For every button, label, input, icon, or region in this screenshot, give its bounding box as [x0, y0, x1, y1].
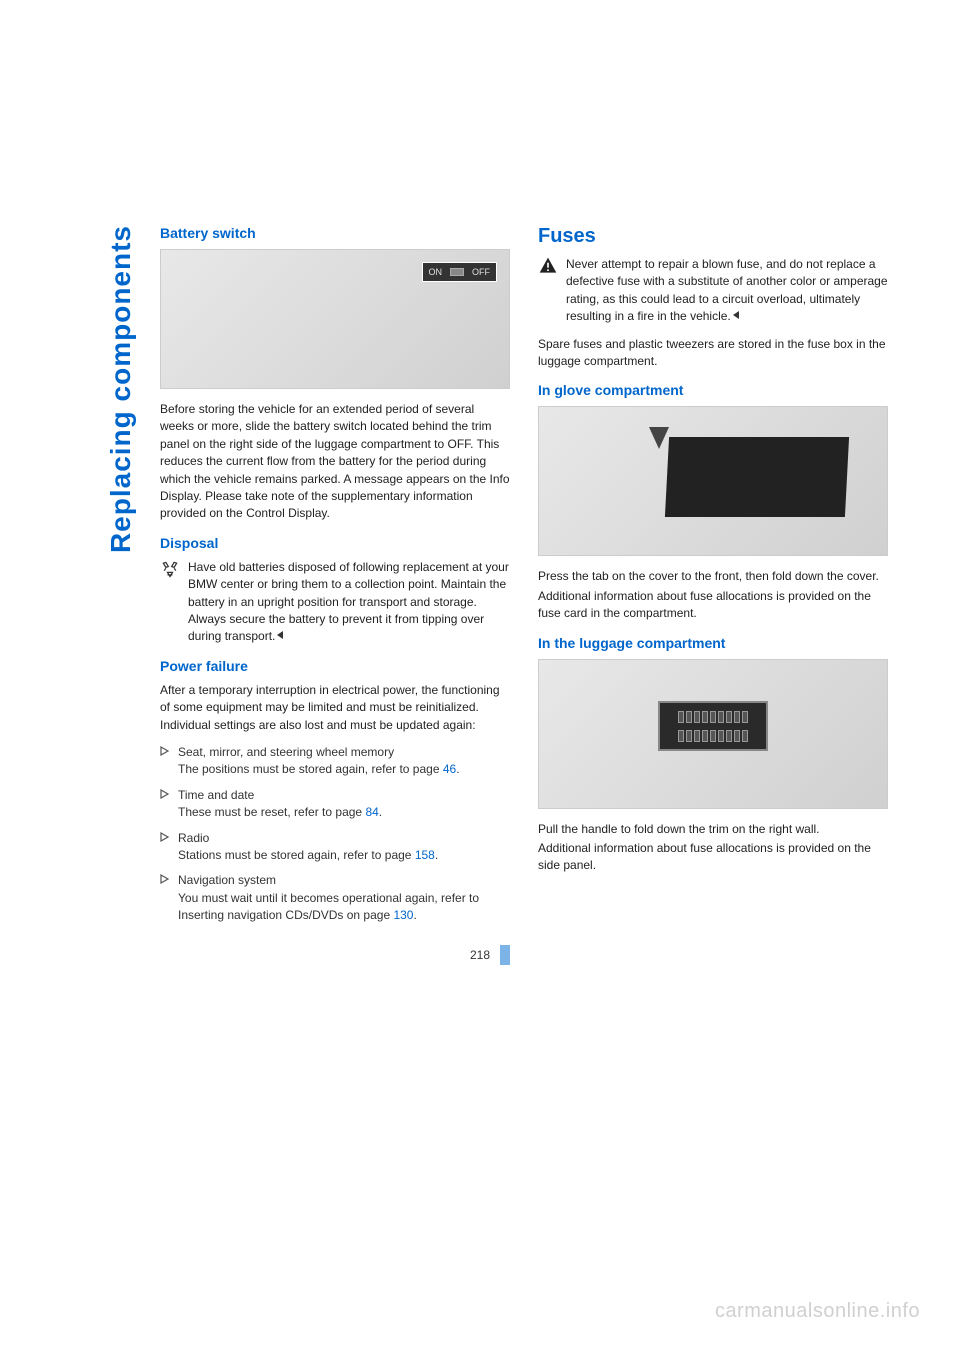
list-marker-icon: [160, 787, 170, 822]
list-item-body-post: .: [413, 908, 416, 922]
page-number-block: 218: [160, 945, 510, 965]
heading-fuses: Fuses: [538, 225, 888, 248]
fuses-warning-block: Never attempt to repair a blown fuse, an…: [538, 256, 888, 326]
luggage-body-2: Additional information about fuse alloca…: [538, 840, 888, 875]
switch-on-label: ON: [429, 267, 443, 277]
list-item-title: Radio: [178, 831, 209, 845]
page-reference-link[interactable]: 158: [415, 848, 435, 862]
list-item-body-post: .: [379, 805, 382, 819]
battery-switch-overlay: ON OFF: [422, 262, 498, 282]
list-item-body-pre: These must be reset, refer to page: [178, 805, 365, 819]
list-item-title: Navigation system: [178, 873, 276, 887]
image-battery-switch: ON OFF: [160, 249, 510, 389]
list-item-body-pre: You must wait until it becomes operation…: [178, 891, 479, 922]
page-reference-link[interactable]: 130: [393, 908, 413, 922]
fuses-warning-body: Never attempt to repair a blown fuse, an…: [566, 256, 888, 326]
recycle-icon: [160, 559, 180, 579]
list-marker-icon: [160, 830, 170, 865]
right-column: Fuses Never attempt to repair a blown fu…: [538, 225, 888, 965]
list-item-body-pre: The positions must be stored again, refe…: [178, 762, 443, 776]
list-item-body-post: .: [456, 762, 459, 776]
end-marker-icon: [275, 628, 285, 645]
image-luggage-compartment: [538, 659, 888, 809]
disposal-block: Have old batteries disposed of following…: [160, 559, 510, 646]
glove-body-1: Press the tab on the cover to the front,…: [538, 568, 888, 585]
power-failure-intro: After a temporary interruption in electr…: [160, 682, 510, 734]
list-item-body-post: .: [435, 848, 438, 862]
switch-off-label: OFF: [472, 267, 490, 277]
left-column: Battery switch ON OFF Before storing the…: [160, 225, 510, 965]
list-marker-icon: [160, 744, 170, 779]
list-item-body-pre: Stations must be stored again, refer to …: [178, 848, 415, 862]
heading-luggage: In the luggage compartment: [538, 635, 888, 651]
page-reference-link[interactable]: 46: [443, 762, 456, 776]
list-item: Radio Stations must be stored again, ref…: [160, 830, 510, 865]
section-title-vertical: Replacing components: [105, 225, 137, 553]
heading-power-failure: Power failure: [160, 658, 510, 674]
heading-battery-switch: Battery switch: [160, 225, 510, 241]
list-item: Seat, mirror, and steering wheel memory …: [160, 744, 510, 779]
list-item-title: Seat, mirror, and steering wheel memory: [178, 745, 394, 759]
list-item-title: Time and date: [178, 788, 254, 802]
luggage-body-1: Pull the handle to fold down the trim on…: [538, 821, 888, 838]
disposal-body: Have old batteries disposed of following…: [188, 559, 510, 646]
list-item: Navigation system You must wait until it…: [160, 872, 510, 924]
page-content: Battery switch ON OFF Before storing the…: [160, 225, 920, 965]
watermark: carmanualsonline.info: [715, 1300, 920, 1323]
warning-icon: [538, 256, 558, 276]
list-marker-icon: [160, 872, 170, 924]
heading-glove: In glove compartment: [538, 382, 888, 398]
battery-switch-body: Before storing the vehicle for an extend…: [160, 401, 510, 523]
page-number-bar-icon: [500, 945, 510, 965]
page-number: 218: [470, 948, 490, 962]
list-item: Time and date These must be reset, refer…: [160, 787, 510, 822]
glove-body-2: Additional information about fuse alloca…: [538, 588, 888, 623]
switch-slot-icon: [450, 268, 464, 276]
image-glove-compartment: [538, 406, 888, 556]
heading-disposal: Disposal: [160, 535, 510, 551]
fuses-spare-body: Spare fuses and plastic tweezers are sto…: [538, 336, 888, 371]
page-reference-link[interactable]: 84: [365, 805, 378, 819]
end-marker-icon: [731, 308, 741, 325]
